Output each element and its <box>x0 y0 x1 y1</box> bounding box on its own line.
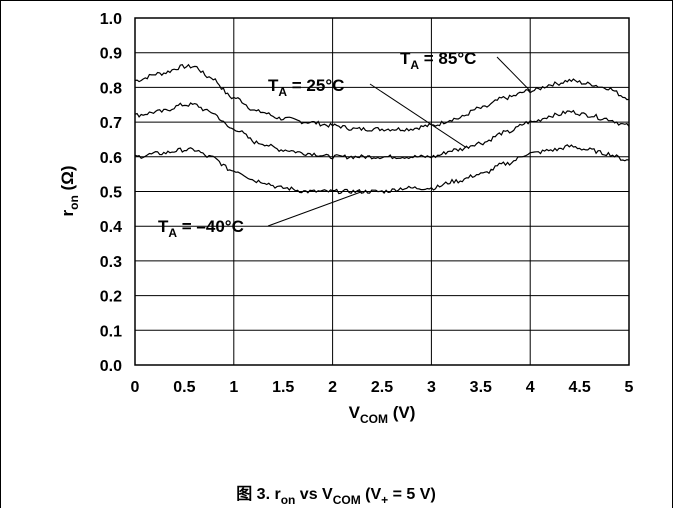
x-tick-label: 1 <box>229 379 238 396</box>
y-tick-label: 0.4 <box>100 219 122 236</box>
x-tick-label: 5 <box>625 379 634 396</box>
series-line-85c <box>134 63 630 132</box>
y-tick-label: 0.1 <box>100 323 122 340</box>
x-tick-label: 4.5 <box>568 379 590 396</box>
figure-caption: 图 3. ron vs VCOM (V+ = 5 V) <box>236 485 436 507</box>
y-tick-label: 1.0 <box>100 11 122 28</box>
y-tick-label: 0.7 <box>100 115 122 132</box>
series-lines <box>134 63 630 195</box>
series-label-minus40c: TA = –40°C <box>158 217 244 240</box>
x-tick-label: 1.5 <box>272 379 294 396</box>
y-tick-label: 0.8 <box>100 80 122 97</box>
x-tick-label: 0 <box>131 379 140 396</box>
annotation-leaders <box>267 56 531 227</box>
y-tick-label: 0.9 <box>100 46 122 63</box>
leader-25c <box>369 83 467 148</box>
x-tick-label: 3 <box>427 379 436 396</box>
y-tick-label: 0.3 <box>100 254 122 271</box>
grid <box>135 18 629 365</box>
tick-labels: 0 0.5 1 1.5 2 2.5 3 3.5 4 4.5 5 0.0 0.1 0.2 0.3 0.4 0.5 0… <box>100 11 634 396</box>
series-line-25c <box>134 102 630 160</box>
plot-area-border <box>134 17 630 366</box>
y-tick-label: 0.2 <box>100 289 122 306</box>
y-axis-title: ron (Ω) <box>58 166 81 217</box>
series-label-25c: TA = 25°C <box>268 76 344 99</box>
y-tick-label: 0.0 <box>100 358 122 375</box>
x-tick-label: 2 <box>328 379 337 396</box>
y-tick-label: 0.6 <box>100 150 122 167</box>
x-tick-label: 4 <box>526 379 535 396</box>
x-tick-label: 0.5 <box>173 379 195 396</box>
leader-85c <box>496 56 531 92</box>
x-tick-label: 2.5 <box>371 379 393 396</box>
series-line-minus40c <box>134 144 630 195</box>
x-axis-title: VCOM (V) <box>349 403 416 426</box>
y-tick-label: 0.5 <box>100 185 122 202</box>
series-label-85c: TA = 85°C <box>400 49 476 72</box>
leader-minus40c <box>267 191 363 227</box>
x-tick-label: 3.5 <box>470 379 492 396</box>
